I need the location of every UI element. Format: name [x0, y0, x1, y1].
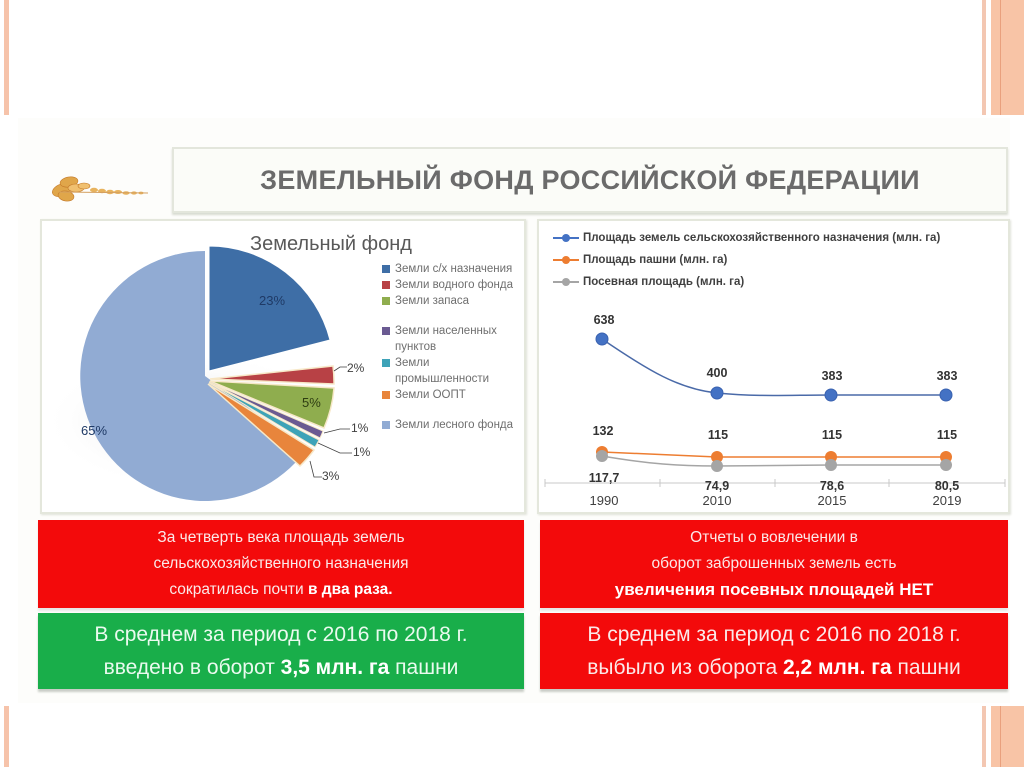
decor-stripe — [982, 0, 986, 115]
pie-label-water: 2% — [347, 361, 365, 375]
info-box-agri-decline: За четверть века площадь земель сельскох… — [38, 520, 524, 608]
line-legend: Площадь земель сельскохозяйственного наз… — [553, 227, 940, 293]
legend-item: Земли водного фонда — [380, 277, 525, 293]
label-sown-2019: 80,5 — [935, 479, 959, 493]
legend-item: Земли ООПТ — [380, 387, 525, 403]
info-box-withdrawn: В среднем за период с 2016 по 2018 г. вы… — [540, 613, 1008, 689]
pie-slice-forest — [80, 251, 306, 501]
legend-swatch — [382, 281, 390, 289]
pie-chart: 23% 65% 5% 2% 1% 1% 3% — [42, 245, 371, 501]
label-agri-2010: 400 — [707, 366, 728, 380]
info-box-reports: Отчеты о вовлечении в оборот заброшенных… — [540, 520, 1008, 608]
label-sown-1990: 117,7 — [589, 471, 620, 485]
pie-slice-settlements — [208, 381, 324, 439]
pie-label-agri: 23% — [259, 293, 285, 308]
legend-item: Земли лесного фонда — [380, 417, 525, 433]
legend-swatch — [382, 265, 390, 273]
legend-swatch — [382, 327, 390, 335]
line-chart: 638 400 383 383 132 115 115 115 117,7 74… — [544, 313, 1006, 508]
legend-swatch — [382, 391, 390, 399]
label-arable-2010: 115 — [708, 428, 728, 442]
pie-label-reserve: 5% — [302, 395, 321, 410]
series-arable-line — [601, 451, 946, 458]
legend-swatch — [382, 421, 390, 429]
decor-stripe — [1000, 706, 1001, 767]
pie-slice-oopt — [207, 383, 316, 468]
label-arable-2015: 115 — [822, 428, 842, 442]
decor-stripe — [991, 706, 1024, 767]
decor-stripe — [982, 706, 986, 767]
legend-item: Земли запаса — [380, 293, 525, 309]
series-agri-line — [601, 338, 946, 397]
pie-slice-agri — [208, 245, 331, 372]
pie-slice-water — [209, 365, 335, 385]
label-arable-1990: 132 — [593, 424, 614, 438]
label-sown-2015: 78,6 — [820, 479, 844, 493]
legend-item: Земли населенных пунктов — [380, 323, 525, 355]
x-tick-2010: 2010 — [703, 493, 732, 508]
legend-item: Площадь пашни (млн. га) — [553, 249, 940, 271]
legend-marker — [553, 255, 579, 265]
pie-slice-reserve — [209, 380, 335, 429]
x-tick-2015: 2015 — [818, 493, 847, 508]
legend-item: Посевная площадь (млн. га) — [553, 271, 940, 293]
legend-swatch — [382, 359, 390, 367]
pie-legend: Земли с/х назначения Земли водного фонда… — [380, 261, 525, 433]
page-title: ЗЕМЕЛЬНЫЙ ФОНД РОССИЙСКОЙ ФЕДЕРАЦИИ — [260, 164, 920, 195]
pie-chart-panel: Земельный фонд 23% 65% 5% 2% 1% — [40, 219, 526, 514]
label-arable-2019: 115 — [937, 428, 957, 442]
label-sown-2010: 74,9 — [705, 479, 729, 493]
label-agri-2019: 383 — [937, 369, 958, 383]
label-agri-2015: 383 — [822, 369, 843, 383]
pie-label-oopt: 3% — [322, 469, 340, 483]
info-box-introduced: В среднем за период с 2016 по 2018 г. вв… — [38, 613, 524, 689]
legend-marker — [553, 233, 579, 243]
legend-swatch — [382, 297, 390, 305]
page-title-banner: ЗЕМЕЛЬНЫЙ ФОНД РОССИЙСКОЙ ФЕДЕРАЦИИ — [172, 147, 1008, 213]
pie-chart-title: Земельный фонд — [250, 233, 412, 255]
pie-slice-industry — [208, 382, 320, 448]
pie-label-industry: 1% — [353, 445, 371, 459]
wheat-icon — [52, 176, 149, 202]
legend-item: Площадь земель сельскохозяйственного наз… — [553, 227, 940, 249]
pie-label-settlements: 1% — [351, 421, 369, 435]
legend-marker — [553, 277, 579, 287]
decor-stripe — [4, 0, 9, 115]
legend-item: Земли с/х назначения — [380, 261, 525, 277]
decor-stripe — [1000, 0, 1001, 115]
decor-stripe — [991, 0, 1024, 115]
legend-item: Земли промышленности — [380, 355, 525, 387]
label-agri-1990: 638 — [594, 313, 615, 327]
line-chart-panel: Площадь земель сельскохозяйственного наз… — [537, 219, 1010, 514]
x-tick-1990: 1990 — [590, 493, 619, 508]
pie-label-forest: 65% — [81, 423, 107, 438]
decor-stripe — [4, 706, 9, 767]
x-tick-2019: 2019 — [933, 493, 962, 508]
